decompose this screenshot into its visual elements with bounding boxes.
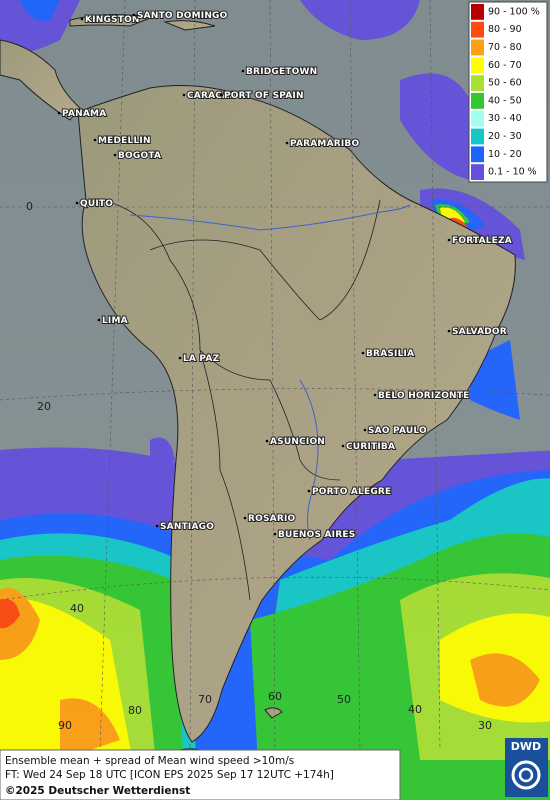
legend: 90 - 100 % 80 - 90 70 - 80 60 - 70 50 - 60 40… <box>468 1 548 183</box>
city-marker <box>80 17 84 21</box>
legend-swatch <box>471 75 484 91</box>
city-label: ROSARIO <box>248 514 296 524</box>
rivers <box>129 204 411 541</box>
city-label: ASUNCION <box>270 437 325 447</box>
city-marker <box>93 138 97 142</box>
legend-label: 30 - 40 <box>488 113 522 124</box>
city-label: SANTIAGO <box>160 522 214 532</box>
city-label: KINGSTON <box>85 15 140 25</box>
city-marker <box>57 111 61 115</box>
legend-swatch <box>471 21 484 38</box>
logo-text: DWD <box>511 740 541 753</box>
city-label: PANAMA <box>62 109 106 119</box>
city-marker <box>447 238 451 242</box>
city-label: QUITO <box>80 199 113 209</box>
city-marker <box>361 351 365 355</box>
city-marker <box>219 93 223 97</box>
graticule-label: 80 <box>128 704 142 717</box>
city-label: CURITIBA <box>346 442 395 452</box>
graticule-label: 60 <box>268 690 282 703</box>
legend-label: 80 - 90 <box>488 24 522 35</box>
city-label: LA PAZ <box>183 354 220 364</box>
city-marker <box>265 439 269 443</box>
city-marker <box>341 444 345 448</box>
footer-forecast-time: FT: Wed 24 Sep 18 UTC [ICON EPS 2025 Sep… <box>5 769 334 781</box>
legend-swatch <box>471 4 484 20</box>
logo-swirl <box>511 760 541 790</box>
footer-description: Ensemble mean + spread of Mean wind spee… <box>5 755 294 767</box>
city-marker <box>97 318 101 322</box>
city-label: SALVADOR <box>452 327 507 337</box>
graticule-label: 40 <box>408 703 422 716</box>
city-label: BELO HORIZONTE <box>378 391 469 401</box>
city-marker <box>363 428 367 432</box>
city-marker <box>241 69 245 73</box>
city-marker <box>113 153 117 157</box>
city-marker <box>155 524 159 528</box>
graticule-label: 20 <box>37 400 51 413</box>
city-marker <box>132 13 136 17</box>
city-marker <box>243 516 247 520</box>
graticule-label: 0 <box>26 200 33 213</box>
city-label: PORTO ALEGRE <box>312 487 391 497</box>
logo-swirl-inner <box>518 767 534 783</box>
city-label: PORT OF SPAIN <box>224 91 304 101</box>
city-label: BRIDGETOWN <box>246 67 317 77</box>
city-label: BUENOS AIRES <box>278 530 355 540</box>
legend-label: 20 - 30 <box>488 131 522 142</box>
city-label: SAO PAULO <box>368 426 427 436</box>
legend-swatch <box>471 39 484 56</box>
legend-label: 60 - 70 <box>488 60 522 71</box>
city-label: MEDELLIN <box>98 136 151 146</box>
city-marker <box>307 489 311 493</box>
city-label: CARACAS <box>187 91 236 101</box>
footer-box <box>0 749 401 800</box>
city-marker <box>75 201 79 205</box>
city-marker <box>182 93 186 97</box>
legend-label: 0.1 - 10 % <box>488 167 537 178</box>
graticule-label: 50 <box>337 693 351 706</box>
city-label: BOGOTA <box>118 151 161 161</box>
city-marker <box>447 329 451 333</box>
city-label: PARAMARIBO <box>290 139 359 149</box>
legend-label: 70 - 80 <box>488 42 522 53</box>
borders <box>99 199 381 601</box>
city-label: LIMA <box>102 316 128 326</box>
legend-label: 50 - 60 <box>488 78 522 89</box>
legend-swatch <box>471 146 484 163</box>
legend-swatch <box>471 93 484 109</box>
legend-swatch <box>471 57 484 74</box>
legend-swatch <box>471 164 484 180</box>
city-label: BRASILIA <box>366 349 414 359</box>
graticule-label: 40 <box>70 602 84 615</box>
legend-label: 40 - 50 <box>488 95 522 106</box>
graticule <box>0 0 550 751</box>
city-label: SANTO DOMINGO <box>137 11 228 21</box>
city-marker <box>373 393 377 397</box>
legend-label: 10 - 20 <box>488 149 522 160</box>
city-marker <box>285 141 289 145</box>
city-marker <box>178 356 182 360</box>
city-label: FORTALEZA <box>452 236 512 246</box>
legend-swatch <box>471 110 484 127</box>
graticule-label: 30 <box>478 719 492 732</box>
graticule-label: 70 <box>198 693 212 706</box>
city-marker <box>273 532 277 536</box>
footer-copyright: ©2025 Deutscher Wetterdienst <box>5 785 190 797</box>
legend-label: 90 - 100 % <box>488 6 540 17</box>
graticule-label: 90 <box>58 719 72 732</box>
legend-swatch <box>471 128 484 145</box>
